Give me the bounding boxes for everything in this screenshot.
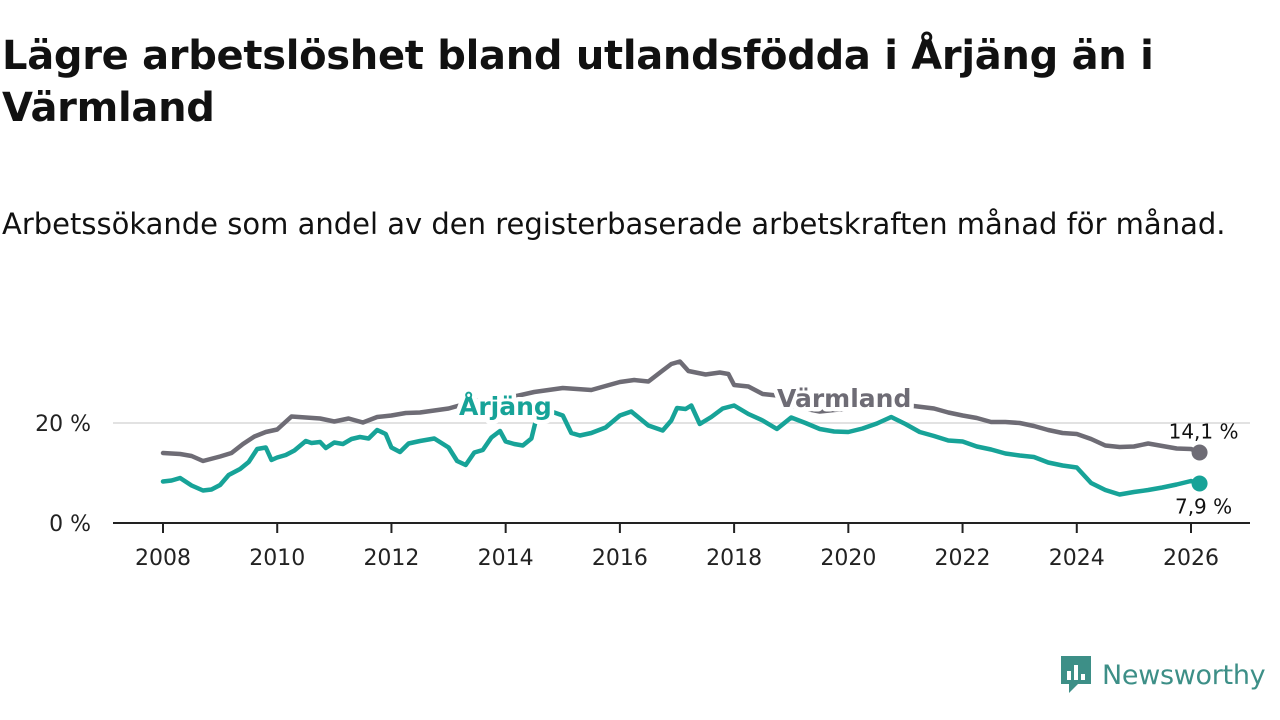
- end-label-arjang: 7,9 %: [1175, 495, 1232, 519]
- x-axis: 2008 2010 2012 2014 2016 2018 2020 2022 2024 2026: [113, 522, 1250, 571]
- end-point-arjang: [1191, 475, 1208, 492]
- x-tick-label: 2024: [1049, 546, 1105, 571]
- x-tick-label: 2018: [706, 546, 762, 571]
- x-tick-label: 2020: [820, 546, 876, 571]
- series-line-arjang: [160, 403, 1202, 497]
- end-label-varmland: 14,1 %: [1169, 420, 1239, 444]
- series-line-varmland: [160, 359, 1202, 464]
- x-tick-label: 2016: [592, 546, 648, 571]
- x-tick-label: 2014: [478, 546, 534, 571]
- series-label-arjang: Årjäng: [459, 392, 552, 421]
- chart-title: Lägre arbetslöshet bland utlandsfödda i …: [2, 33, 1154, 131]
- x-tick-label: 2008: [135, 546, 191, 571]
- end-point-varmland: [1191, 444, 1208, 461]
- x-tick-label: 2026: [1163, 546, 1219, 571]
- chart-subtitle: Arbetssökande som andel av den registerb…: [2, 207, 1226, 241]
- x-tick-label: 2010: [249, 546, 305, 571]
- newsworthy-logo: Newsworthy: [1058, 652, 1266, 698]
- brand-name: Newsworthy: [1102, 659, 1266, 691]
- series-label-varmland-halo: Värmland: [777, 384, 911, 413]
- series-label-arjang-halo: Årjäng: [459, 392, 552, 421]
- newsworthy-logo-icon: [1061, 656, 1091, 693]
- y-tick-label: 0 %: [49, 512, 91, 537]
- x-tick-label: 2012: [363, 546, 419, 571]
- y-axis: 0 % 20 %: [35, 412, 91, 537]
- y-tick-label: 20 %: [35, 412, 91, 437]
- series-lines: [160, 359, 1208, 497]
- x-tick-label: 2022: [935, 546, 991, 571]
- series-label-varmland: Värmland: [777, 384, 911, 413]
